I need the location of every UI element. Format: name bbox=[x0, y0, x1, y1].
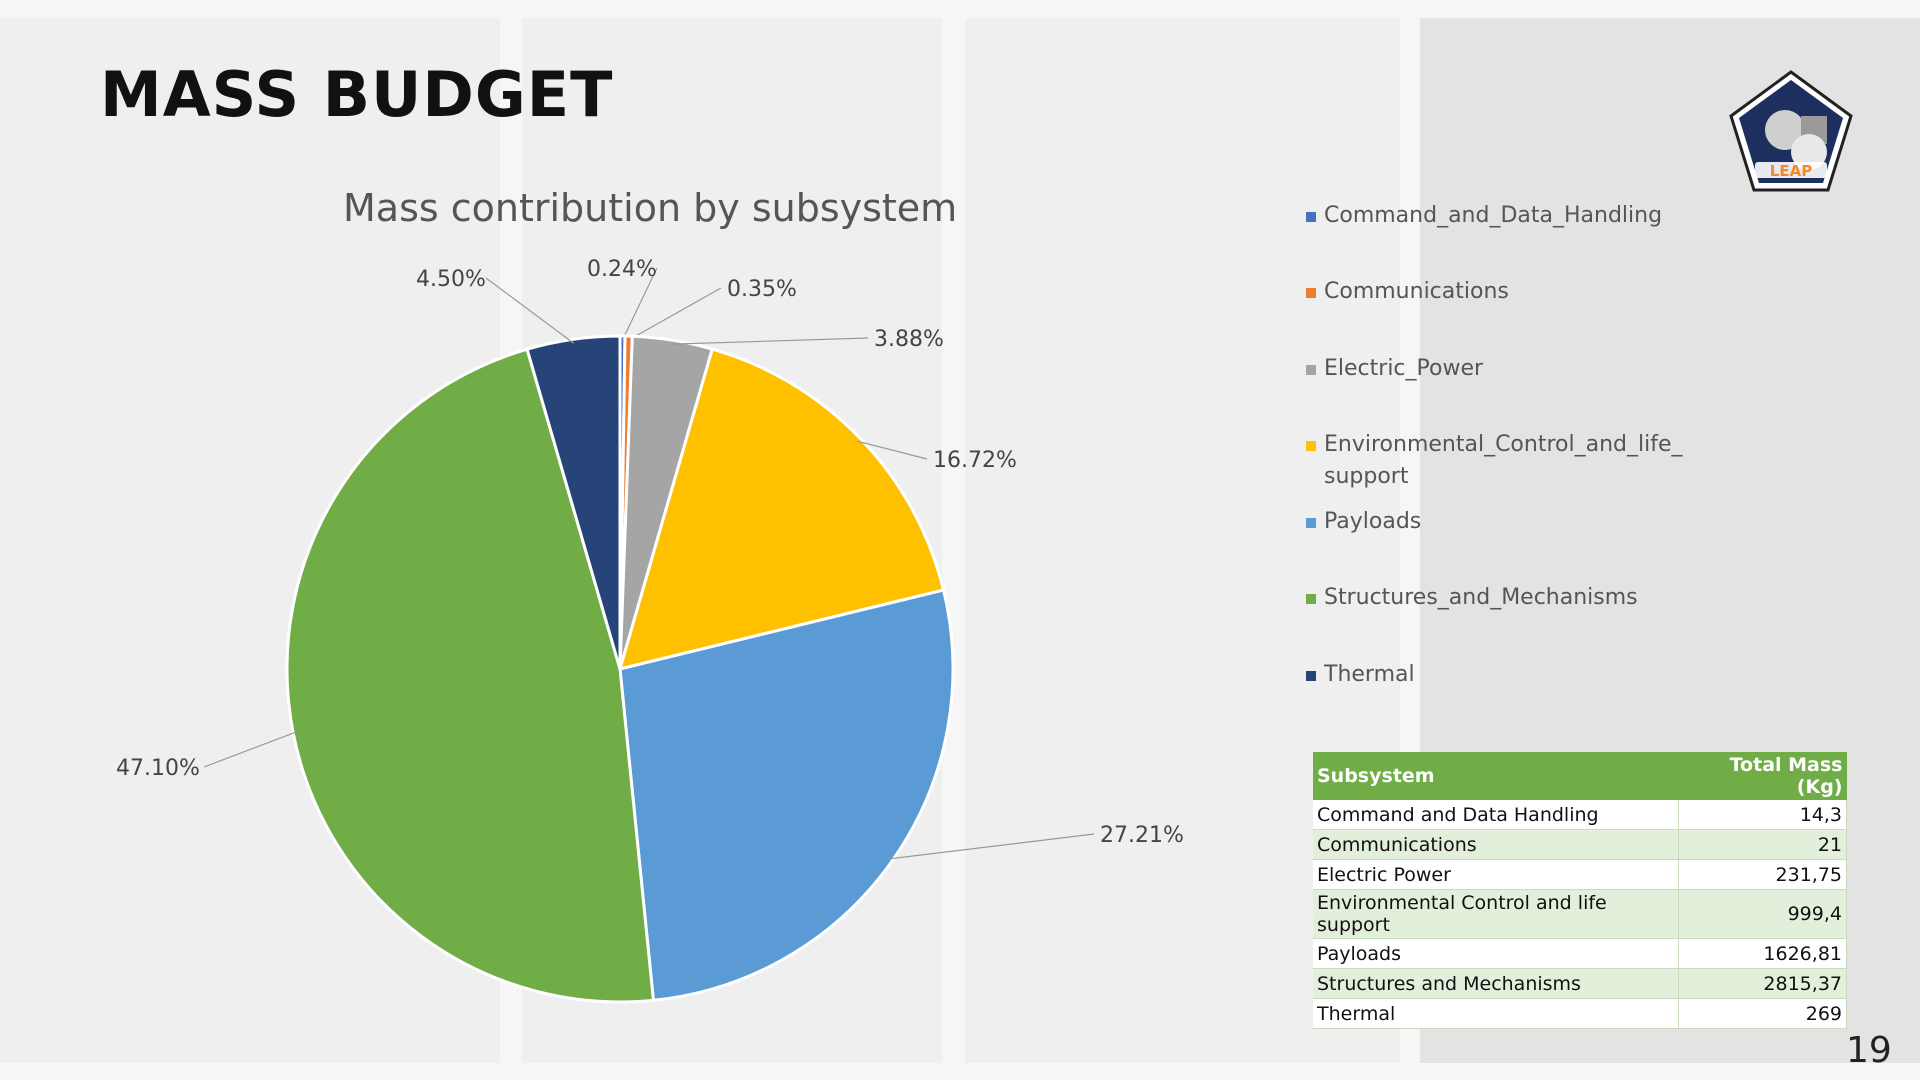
slide-title: MASS BUDGET bbox=[100, 58, 614, 131]
table-header-mass: Total Mass (Kg) bbox=[1678, 752, 1847, 800]
subsystem-cell: Communications bbox=[1313, 829, 1679, 860]
mass-table: Subsystem Total Mass (Kg) Command and Da… bbox=[1313, 752, 1848, 1029]
leap-mission-logo: LEAP bbox=[1729, 70, 1853, 192]
legend-swatch bbox=[1306, 518, 1316, 528]
table-row: Electric Power 231,75 bbox=[1313, 859, 1848, 890]
table-row: Command and Data Handling 14,3 bbox=[1313, 800, 1848, 830]
mass-cell: 21 bbox=[1678, 829, 1848, 860]
data-label: 27.21% bbox=[1100, 823, 1184, 848]
mass-cell: 231,75 bbox=[1678, 859, 1848, 890]
legend-swatch bbox=[1306, 441, 1316, 451]
data-label: 3.88% bbox=[874, 327, 944, 352]
mass-cell: 2815,37 bbox=[1678, 968, 1848, 999]
legend-swatch bbox=[1306, 365, 1316, 375]
legend-item: Thermal bbox=[1306, 659, 1415, 691]
leader-line bbox=[628, 287, 722, 341]
subsystem-cell: Thermal bbox=[1313, 998, 1679, 1029]
legend-swatch bbox=[1306, 212, 1316, 222]
table-row: Environmental Control and life support 99… bbox=[1313, 889, 1848, 939]
legend-label: Command_and_Data_Handling bbox=[1324, 203, 1663, 228]
mass-cell: 269 bbox=[1678, 998, 1848, 1029]
legend-item: Environmental_Control_and_life_ support bbox=[1306, 429, 1683, 493]
subsystem-cell: Electric Power bbox=[1313, 859, 1679, 890]
pie-slice-thermal bbox=[525, 334, 622, 670]
data-label: 0.24% bbox=[587, 257, 657, 282]
legend-item: Electric_Power bbox=[1306, 353, 1483, 385]
page-number: 19 bbox=[1846, 1030, 1892, 1071]
table-row: Structures and Mechanisms 2815,37 bbox=[1313, 968, 1848, 999]
data-label: 16.72% bbox=[933, 448, 1017, 473]
subsystem-cell: Command and Data Handling bbox=[1313, 800, 1679, 830]
legend-label: Payloads bbox=[1324, 509, 1422, 534]
legend-swatch bbox=[1306, 671, 1316, 681]
table-row: Thermal 269 bbox=[1313, 998, 1848, 1029]
data-label: 4.50% bbox=[416, 267, 486, 292]
subsystem-cell: Structures and Mechanisms bbox=[1313, 968, 1679, 999]
legend-swatch bbox=[1306, 288, 1316, 298]
leader-line bbox=[888, 833, 1095, 860]
leader-line bbox=[857, 440, 928, 460]
pie-slice-payloads bbox=[618, 588, 955, 1002]
logo-text: LEAP bbox=[1770, 162, 1812, 180]
legend-label: Structures_and_Mechanisms bbox=[1324, 585, 1638, 610]
leader-line bbox=[621, 267, 658, 341]
chart-title: Mass contribution by subsystem bbox=[343, 186, 958, 230]
legend-item: Command_and_Data_Handling bbox=[1306, 200, 1662, 232]
table-header-subsystem: Subsystem bbox=[1313, 752, 1679, 800]
mass-cell: 1626,81 bbox=[1678, 938, 1848, 969]
subsystem-cell: Environmental Control and life support bbox=[1313, 889, 1679, 939]
legend-item: Structures_and_Mechanisms bbox=[1306, 582, 1638, 614]
legend-label: Environmental_Control_and_life_ support bbox=[1324, 432, 1683, 489]
legend-label: Thermal bbox=[1324, 662, 1415, 687]
legend-swatch bbox=[1306, 594, 1316, 604]
data-label: 0.35% bbox=[727, 277, 797, 302]
mass-cell: 14,3 bbox=[1678, 800, 1848, 830]
legend-item: Communications bbox=[1306, 276, 1509, 308]
legend-label: Electric_Power bbox=[1324, 356, 1484, 381]
legend-item: Payloads bbox=[1306, 506, 1421, 538]
table-row: Communications 21 bbox=[1313, 829, 1848, 860]
leader-line bbox=[485, 277, 575, 344]
leader-line bbox=[672, 337, 869, 345]
pie-slice-structures-and-mechanisms bbox=[285, 347, 656, 1004]
mass-cell: 999,4 bbox=[1678, 889, 1848, 939]
table-row: Payloads 1626,81 bbox=[1313, 938, 1848, 969]
leader-line bbox=[203, 731, 298, 768]
data-label: 47.10% bbox=[116, 756, 200, 781]
pie-slice-environmental-control-and-life-support bbox=[617, 347, 946, 672]
subsystem-cell: Payloads bbox=[1313, 938, 1679, 969]
legend-label: Communications bbox=[1324, 279, 1509, 304]
